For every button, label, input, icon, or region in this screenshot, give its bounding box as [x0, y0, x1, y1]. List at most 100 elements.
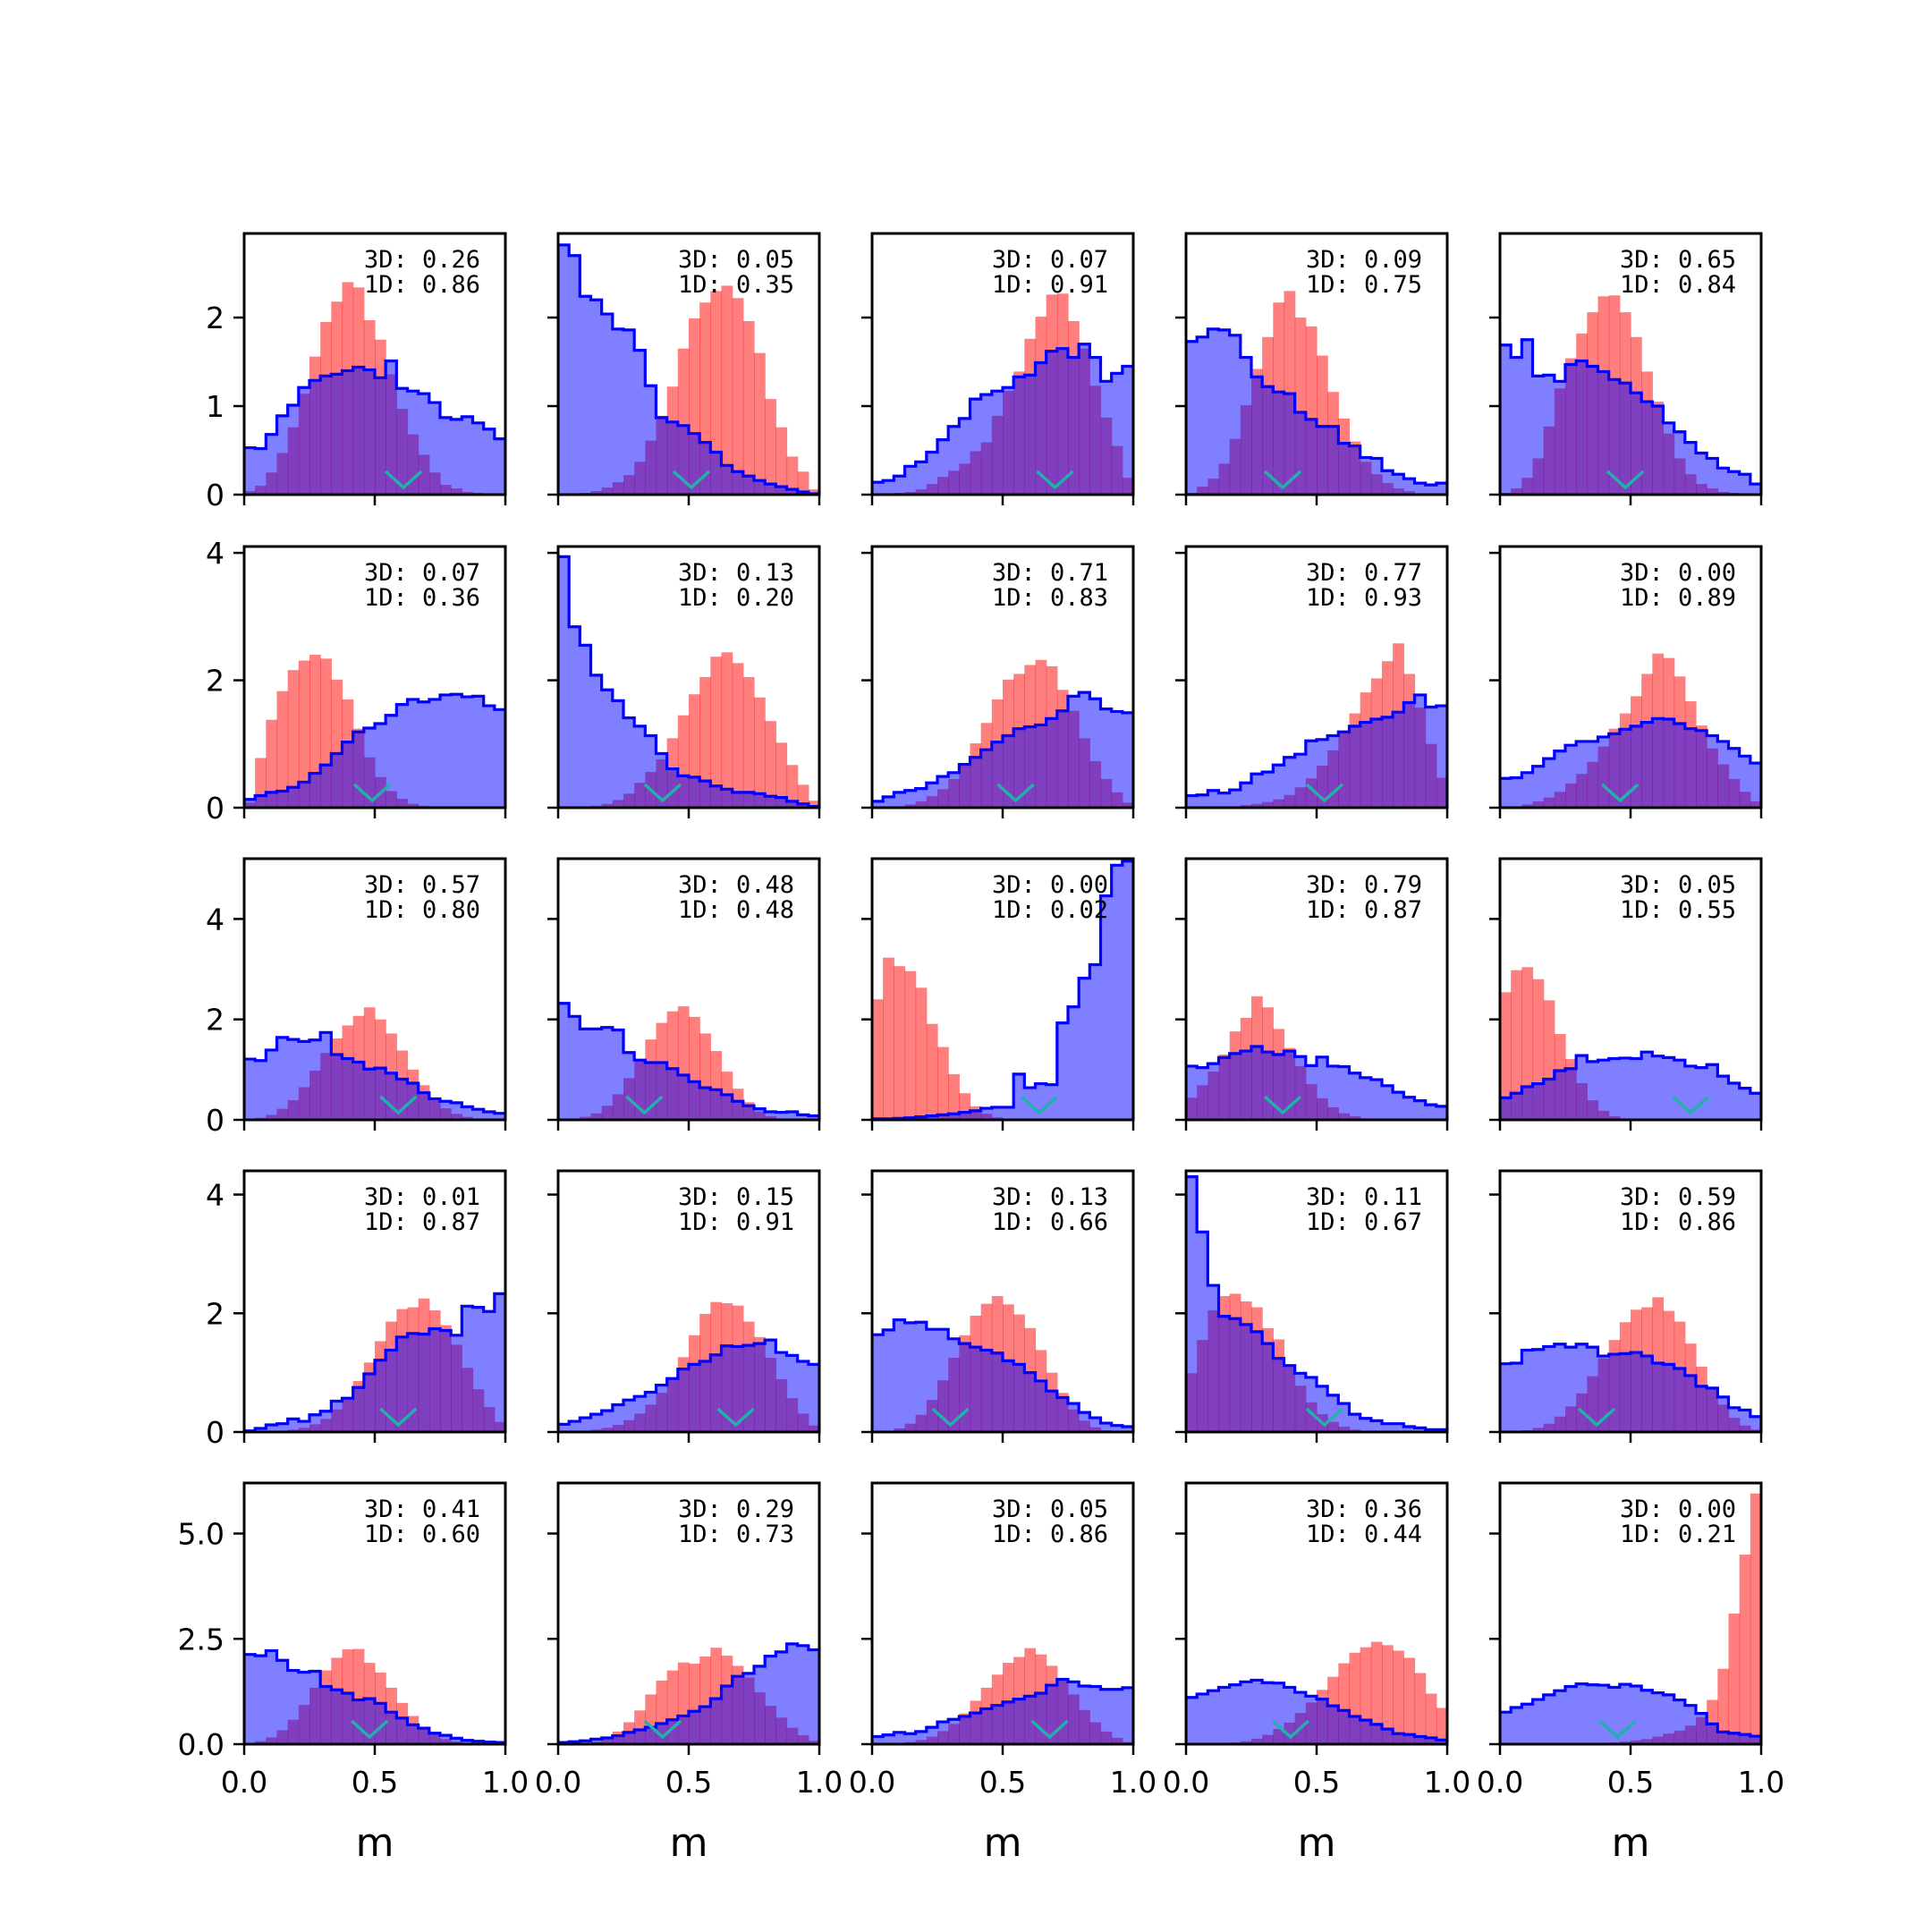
annotation-1d: 1D: 0.84: [1620, 271, 1736, 299]
median-marker: [1271, 1719, 1309, 1740]
bar-1d: [915, 987, 928, 1120]
area-3d: [244, 1650, 505, 1744]
area-3d: [1500, 718, 1761, 808]
annotation-3d: 3D: 0.48: [678, 871, 794, 899]
annotation-3d: 3D: 0.13: [992, 1183, 1108, 1211]
median-marker: [1577, 1407, 1616, 1428]
bar-1d: [1521, 967, 1534, 1120]
plot-area: [244, 1007, 505, 1120]
annotation-3d: 3D: 0.79: [1306, 871, 1422, 899]
annotation-1d: 1D: 0.86: [992, 1521, 1108, 1548]
annotation-3d: 3D: 0.41: [364, 1496, 480, 1523]
annotation-1d: 1D: 0.55: [1620, 896, 1736, 924]
step-line-3d: [244, 1292, 505, 1432]
annotation-1d: 1D: 0.02: [992, 896, 1108, 924]
median-marker: [1671, 1095, 1710, 1115]
plot-area: [1186, 643, 1447, 808]
step-line-3d: [872, 343, 1133, 495]
median-marker: [1036, 470, 1074, 490]
plot-area: [558, 243, 819, 495]
step-line-3d: [872, 691, 1133, 808]
annotation-1d: 1D: 0.80: [364, 896, 480, 924]
median-marker: [1305, 1407, 1343, 1428]
bar-1d: [883, 957, 894, 1120]
bar-1d: [808, 489, 819, 495]
annotation-1d: 1D: 0.93: [1306, 584, 1422, 612]
x-tick-label: 0.5: [665, 1765, 712, 1800]
bar-1d: [1425, 1693, 1437, 1744]
x-axis-label: m: [670, 1820, 708, 1866]
area-3d: [1186, 1046, 1447, 1120]
x-tick-label: 1.0: [1738, 1765, 1784, 1800]
bar-1d: [1393, 1650, 1404, 1744]
bar-1d: [266, 719, 278, 808]
annotation-1d: 1D: 0.35: [678, 271, 794, 299]
median-marker: [1601, 783, 1640, 803]
bar-1d: [754, 352, 766, 495]
median-marker: [379, 1407, 418, 1428]
annotation-3d: 3D: 0.15: [678, 1183, 794, 1211]
area-3d: [558, 556, 819, 808]
y-tick-label: 2: [206, 664, 225, 699]
plot-area: [244, 282, 505, 495]
bar-1d: [1750, 1493, 1761, 1744]
step-line-3d: [1500, 338, 1761, 495]
step-line-3d: [1186, 1175, 1447, 1432]
y-tick-label: 0: [206, 478, 225, 513]
bar-1d: [904, 970, 917, 1120]
bar-1d: [721, 285, 733, 495]
bar-1d: [1436, 1707, 1447, 1744]
step-line-3d: [1500, 1682, 1761, 1744]
plot-area: [1186, 1641, 1447, 1744]
annotation-3d: 3D: 0.00: [992, 871, 1108, 899]
annotation-1d: 1D: 0.66: [992, 1208, 1108, 1236]
step-line-3d: [872, 860, 1133, 1120]
median-marker: [352, 783, 392, 803]
annotation-3d: 3D: 0.05: [992, 1496, 1108, 1523]
annotation-1d: 1D: 0.73: [678, 1521, 794, 1548]
bar-1d: [872, 999, 884, 1120]
annotation-3d: 3D: 0.00: [1620, 559, 1736, 587]
annotation-3d: 3D: 0.07: [364, 559, 480, 587]
median-marker: [931, 1407, 970, 1428]
plot-area: [1500, 295, 1761, 495]
x-tick-label: 0.5: [352, 1765, 398, 1800]
x-tick-label: 1.0: [482, 1765, 529, 1800]
annotation-3d: 3D: 0.13: [678, 559, 794, 587]
bar-1d: [732, 663, 744, 808]
bar-1d: [797, 471, 809, 495]
bar-1d: [710, 291, 723, 495]
median-marker: [1598, 1719, 1637, 1740]
x-tick-label: 0.5: [979, 1765, 1026, 1800]
area-3d: [1500, 1343, 1761, 1432]
y-tick-label: 2: [206, 1003, 225, 1038]
x-tick-label: 1.0: [1110, 1765, 1157, 1800]
bar-1d: [786, 765, 799, 808]
step-line-3d: [1186, 327, 1447, 495]
y-tick-label: 5.0: [178, 1517, 225, 1552]
x-tick-label: 1.0: [796, 1765, 843, 1800]
bar-1d: [1500, 992, 1512, 1120]
bar-1d: [298, 660, 310, 808]
bar-1d: [765, 721, 776, 808]
plot-area: [244, 1292, 505, 1432]
y-tick-label: 0: [206, 1103, 225, 1138]
annotation-3d: 3D: 0.01: [364, 1183, 480, 1211]
bar-1d: [926, 1023, 938, 1120]
plot-area: [1186, 996, 1447, 1120]
